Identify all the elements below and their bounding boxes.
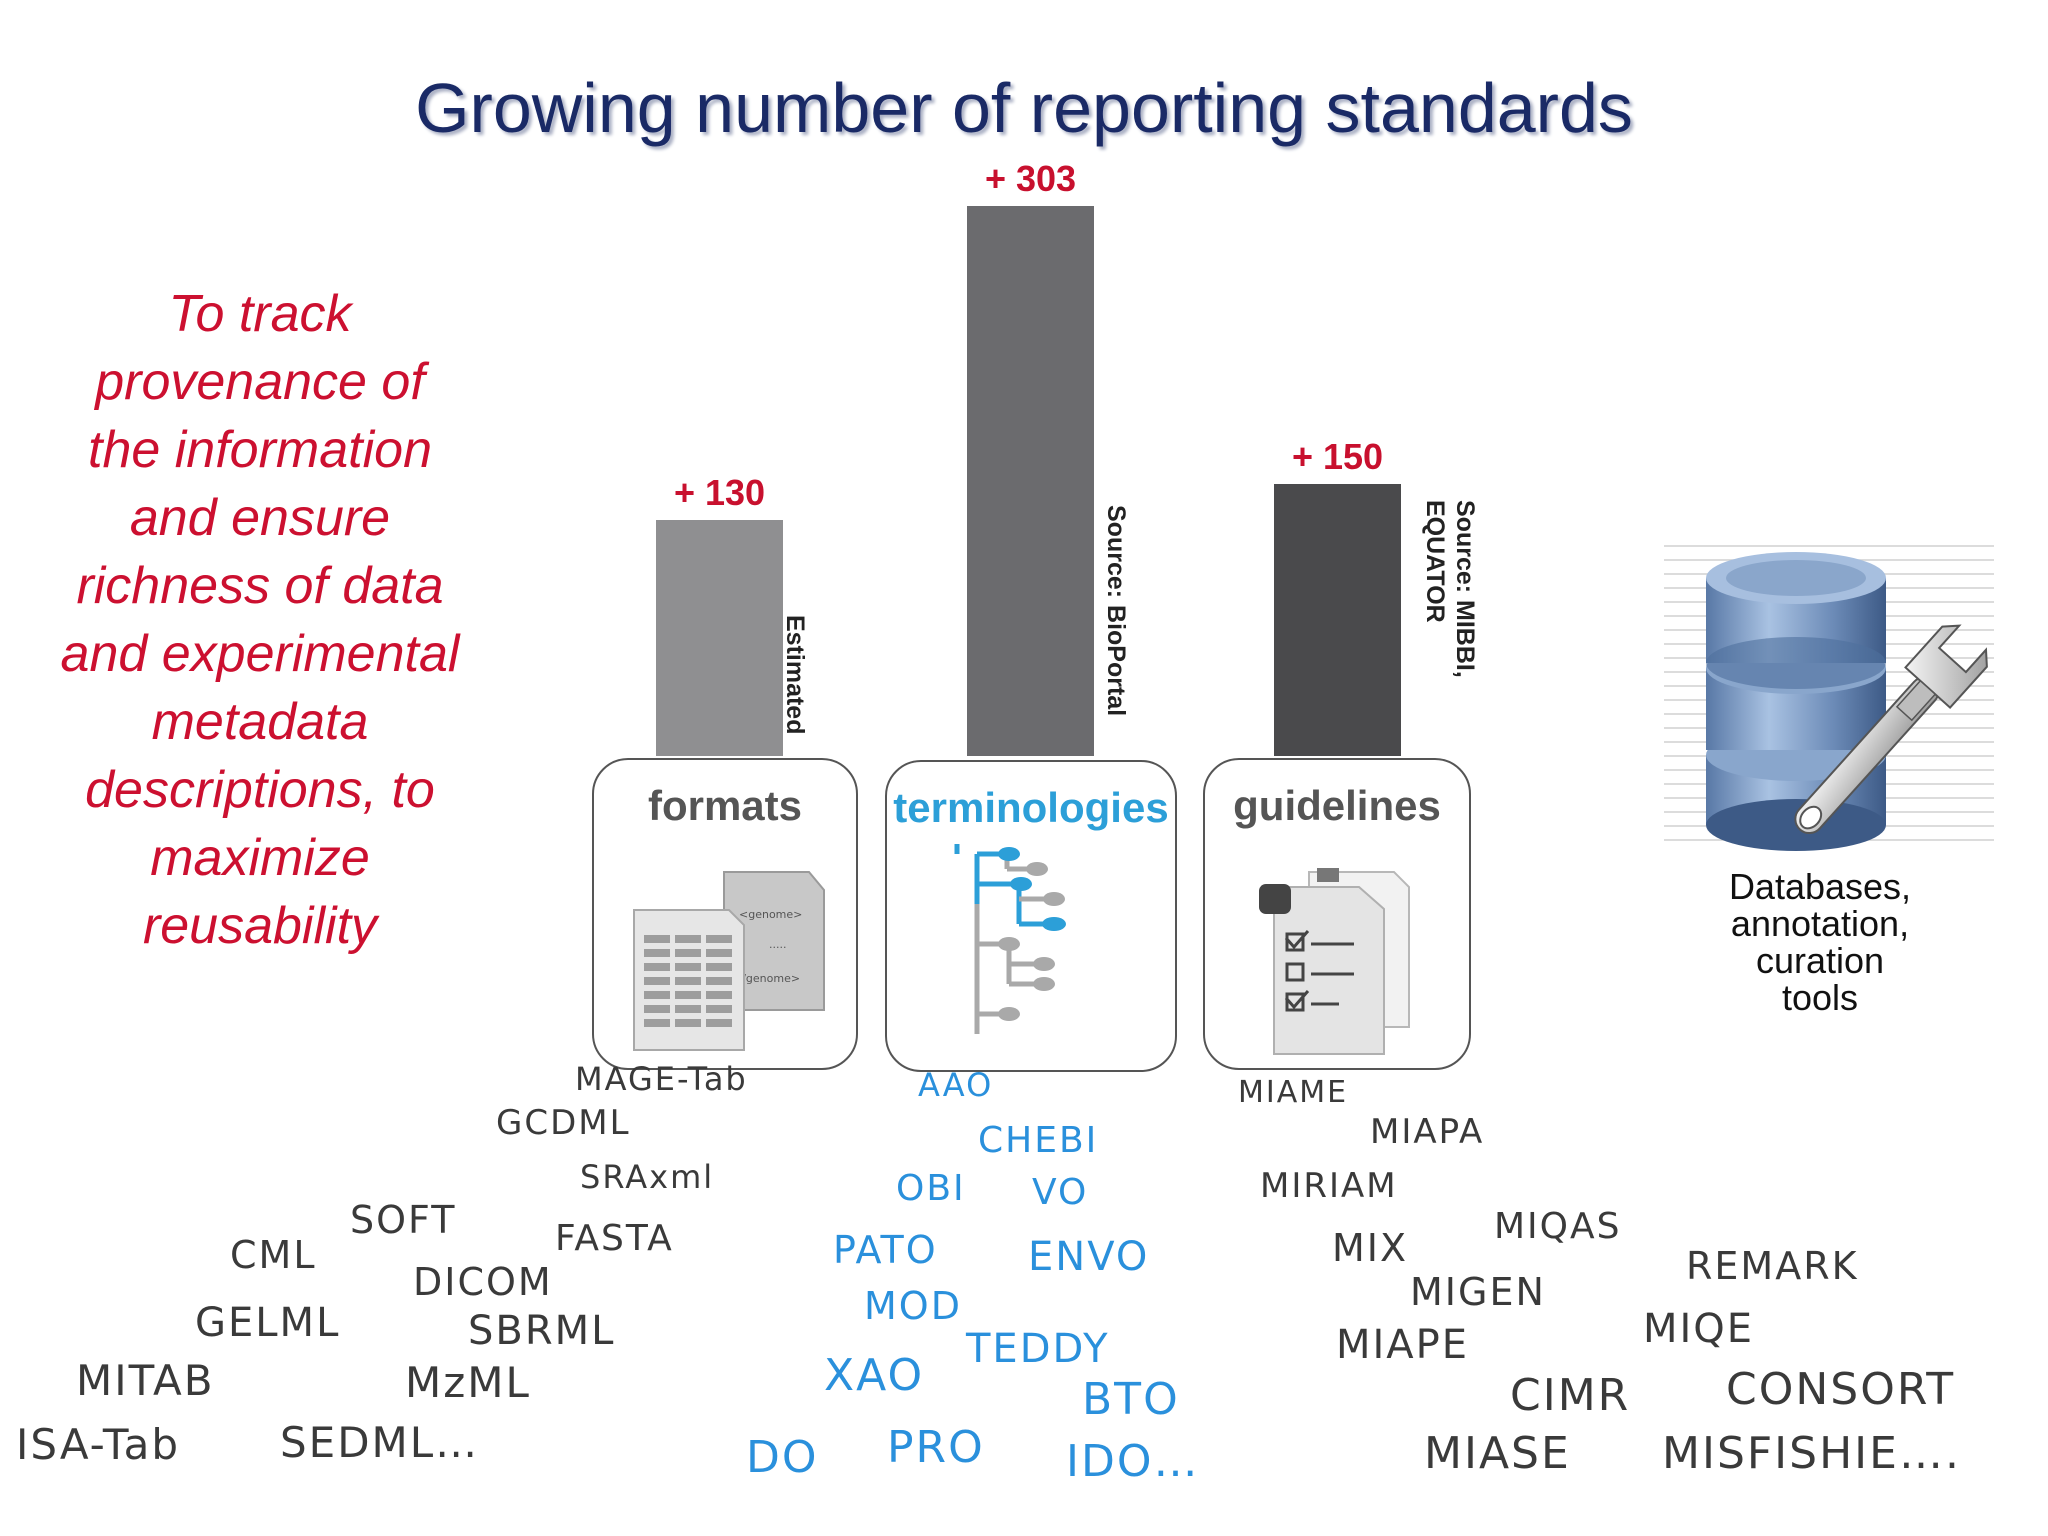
motivation-line: richness of data bbox=[76, 557, 444, 615]
terminology-keyword: VO bbox=[1032, 1172, 1089, 1213]
source-line: Source: MIBBI, bbox=[1451, 500, 1479, 678]
guideline-keyword: MIAPA bbox=[1370, 1112, 1485, 1152]
motivation-line: the information bbox=[88, 421, 432, 479]
guideline-keyword: MIQAS bbox=[1494, 1206, 1622, 1247]
category-title-guidelines: guidelines bbox=[1233, 782, 1441, 829]
source-label-guidelines: Source: MIBBI, EQUATOR bbox=[1420, 500, 1480, 750]
source-line: Source: BioPortal bbox=[1102, 505, 1130, 717]
terminology-keyword: IDO… bbox=[1066, 1436, 1200, 1487]
format-keyword: GCDML bbox=[496, 1103, 631, 1143]
format-keyword: MAGE-Tab bbox=[575, 1060, 748, 1098]
format-keyword: SRAxml bbox=[580, 1158, 715, 1196]
database-wrench-icon bbox=[1664, 545, 1994, 851]
source-line: EQUATOR bbox=[1421, 500, 1449, 623]
bar-formats bbox=[656, 520, 783, 756]
motivation-line: provenance of bbox=[95, 353, 425, 411]
guideline-keyword: MIAPE bbox=[1336, 1322, 1470, 1368]
format-keyword: ISA-Tab bbox=[16, 1420, 181, 1469]
guideline-keyword: CONSORT bbox=[1726, 1364, 1956, 1415]
source-label-formats: Estimated bbox=[780, 615, 810, 750]
terminology-tree-icon bbox=[954, 844, 1066, 1034]
terminology-keyword: PRO bbox=[887, 1422, 985, 1473]
category-card-guidelines: guidelines bbox=[1203, 758, 1471, 1070]
format-keyword: SBRML bbox=[468, 1308, 616, 1354]
svg-text:.....: ..... bbox=[769, 938, 786, 951]
svg-text:</genome>: </genome> bbox=[733, 972, 800, 985]
motivation-line: and experimental bbox=[60, 625, 460, 683]
terminology-keyword: AAO bbox=[918, 1066, 994, 1104]
bar-terminologies bbox=[967, 206, 1094, 756]
format-keyword: SEDML… bbox=[280, 1418, 480, 1467]
motivation-line: and ensure bbox=[129, 489, 391, 547]
guidelines-checklist-icon bbox=[1259, 868, 1410, 1055]
database-caption: Databases, annotation, curation tools bbox=[1660, 868, 1980, 1016]
motivation-line: reusability bbox=[142, 897, 378, 955]
caption-line: annotation, bbox=[1730, 903, 1910, 944]
guideline-keyword: REMARK bbox=[1686, 1244, 1859, 1288]
motivation-text: To track provenance of the information a… bbox=[20, 280, 500, 960]
format-keyword: MITAB bbox=[76, 1356, 215, 1405]
motivation-line: maximize bbox=[150, 829, 370, 887]
motivation-line: descriptions, to bbox=[85, 761, 435, 819]
terminology-keyword: MOD bbox=[864, 1284, 962, 1328]
svg-text:<genome>: <genome> bbox=[739, 908, 802, 921]
terminology-keyword: CHEBI bbox=[978, 1120, 1099, 1161]
bar-value-label-terminologies: + 303 bbox=[984, 158, 1077, 199]
page-title: Growing number of reporting standards bbox=[415, 69, 1633, 147]
format-keyword: GELML bbox=[195, 1300, 341, 1346]
guideline-keyword: MISFISHIE…. bbox=[1662, 1428, 1961, 1479]
caption-line: Databases, bbox=[1728, 866, 1912, 907]
format-keyword: SOFT bbox=[350, 1198, 457, 1242]
terminology-keyword: OBI bbox=[896, 1168, 966, 1209]
terminology-keyword: XAO bbox=[824, 1350, 925, 1401]
category-title-terminologies: terminologies bbox=[893, 784, 1169, 831]
guideline-keyword: MIRIAM bbox=[1260, 1166, 1398, 1206]
format-keyword: DICOM bbox=[413, 1260, 553, 1304]
format-keyword: MzML bbox=[405, 1358, 531, 1407]
terminology-keyword: TEDDY bbox=[966, 1326, 1110, 1372]
caption-line: curation bbox=[1755, 940, 1885, 981]
caption-line: tools bbox=[1781, 977, 1859, 1018]
motivation-line: To track bbox=[168, 285, 352, 343]
source-line: Estimated bbox=[781, 615, 809, 735]
category-card-terminologies: terminologies bbox=[885, 760, 1177, 1072]
guideline-keyword: MIASE bbox=[1424, 1428, 1571, 1479]
format-keyword: FASTA bbox=[555, 1218, 674, 1259]
guideline-keyword: MIAME bbox=[1238, 1075, 1349, 1110]
format-keyword: CML bbox=[230, 1233, 317, 1277]
guideline-keyword: MIGEN bbox=[1410, 1270, 1546, 1314]
bar-guidelines bbox=[1274, 483, 1401, 756]
guideline-keyword: CIMR bbox=[1510, 1370, 1631, 1421]
bar-value-label-formats: + 130 bbox=[673, 472, 766, 514]
source-label-terminologies: Source: BioPortal bbox=[1101, 505, 1131, 750]
guideline-keyword: MIX bbox=[1332, 1226, 1409, 1270]
terminology-keyword: ENVO bbox=[1028, 1234, 1150, 1280]
terminology-keyword: DO bbox=[746, 1432, 819, 1483]
terminology-keyword: BTO bbox=[1082, 1374, 1180, 1425]
motivation-line: metadata bbox=[151, 693, 369, 751]
guideline-keyword: MIQE bbox=[1643, 1306, 1755, 1352]
category-card-formats: formats <genome> ..... </genome> bbox=[592, 758, 858, 1070]
formats-documents-icon: <genome> ..... </genome> bbox=[633, 871, 825, 1051]
category-title-formats: formats bbox=[647, 782, 803, 829]
terminology-keyword: PATO bbox=[833, 1228, 938, 1272]
bar-value-label-guidelines: + 150 bbox=[1291, 435, 1384, 477]
